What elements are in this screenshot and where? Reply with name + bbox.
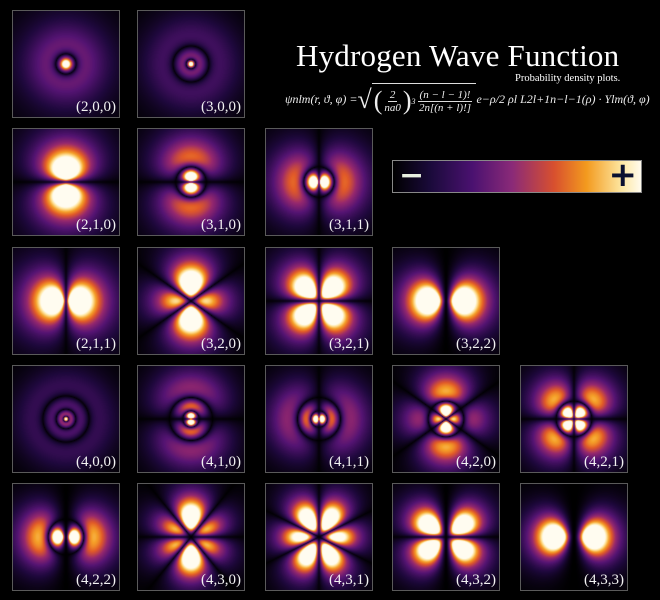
orbital-density-image bbox=[266, 366, 372, 472]
orbital-density-image bbox=[13, 484, 119, 590]
orbital-plot-2-1-0: (2,1,0) bbox=[12, 128, 120, 236]
orbital-plot-4-3-1: (4,3,1) bbox=[265, 483, 373, 591]
orbital-label: (4,3,1) bbox=[329, 572, 369, 588]
orbital-density-image bbox=[393, 248, 499, 354]
orbital-label: (3,2,2) bbox=[456, 336, 496, 352]
figure-subtitle: Probability density plots. bbox=[515, 73, 621, 84]
orbital-plot-4-2-0: (4,2,0) bbox=[392, 365, 500, 473]
orbital-label: (2,1,1) bbox=[76, 336, 116, 352]
orbital-label: (4,2,2) bbox=[76, 572, 116, 588]
frac1-numerator: 2 bbox=[387, 88, 398, 102]
frac2-denominator: 2n[(n + l)!] bbox=[418, 101, 472, 114]
orbital-label: (4,2,1) bbox=[584, 454, 624, 470]
paren-open: ( bbox=[373, 86, 383, 115]
orbital-density-image bbox=[521, 484, 627, 590]
orbital-plot-4-1-0: (4,1,0) bbox=[137, 365, 245, 473]
orbital-plot-3-2-1: (3,2,1) bbox=[265, 247, 373, 355]
orbital-density-image bbox=[13, 248, 119, 354]
orbital-density-image bbox=[266, 129, 372, 235]
orbital-density-image bbox=[138, 366, 244, 472]
orbital-label: (4,1,1) bbox=[329, 454, 369, 470]
orbital-label: (3,1,0) bbox=[201, 217, 241, 233]
orbital-label: (3,0,0) bbox=[201, 99, 241, 115]
formula-lhs: ψnlm(r, ϑ, φ) = bbox=[285, 92, 358, 106]
orbital-plot-3-1-1: (3,1,1) bbox=[265, 128, 373, 236]
colorbar: − + bbox=[392, 155, 642, 195]
colorbar-minus-label: − bbox=[399, 158, 425, 193]
frac1-denominator: na0 bbox=[384, 101, 401, 114]
orbital-plot-4-1-1: (4,1,1) bbox=[265, 365, 373, 473]
orbital-label: (4,3,0) bbox=[201, 572, 241, 588]
orbital-label: (4,2,0) bbox=[456, 454, 496, 470]
orbital-label: (4,3,3) bbox=[584, 572, 624, 588]
orbital-plot-4-3-3: (4,3,3) bbox=[520, 483, 628, 591]
orbital-density-image bbox=[266, 484, 372, 590]
paren-close: ) bbox=[402, 86, 412, 115]
power: 3 bbox=[411, 96, 416, 106]
sqrt-sign: √ bbox=[357, 84, 372, 114]
orbital-density-image bbox=[393, 484, 499, 590]
orbital-plot-4-3-2: (4,3,2) bbox=[392, 483, 500, 591]
orbital-density-image bbox=[13, 129, 119, 235]
orbital-density-image bbox=[138, 129, 244, 235]
orbital-label: (4,0,0) bbox=[76, 454, 116, 470]
orbital-density-image bbox=[138, 11, 244, 117]
fraction-2-over-na0: 2 na0 bbox=[384, 89, 401, 114]
orbital-plot-4-2-2: (4,2,2) bbox=[12, 483, 120, 591]
orbital-density-image bbox=[138, 248, 244, 354]
orbital-label: (2,1,0) bbox=[76, 217, 116, 233]
orbital-plot-3-2-2: (3,2,2) bbox=[392, 247, 500, 355]
orbital-density-image bbox=[521, 366, 627, 472]
orbital-label: (4,3,2) bbox=[456, 572, 496, 588]
orbital-plot-2-1-1: (2,1,1) bbox=[12, 247, 120, 355]
orbital-density-image bbox=[266, 248, 372, 354]
orbital-label: (2,0,0) bbox=[76, 99, 116, 115]
orbital-label: (3,1,1) bbox=[329, 217, 369, 233]
orbital-density-image bbox=[13, 366, 119, 472]
orbital-density-image bbox=[138, 484, 244, 590]
orbital-plot-3-0-0: (3,0,0) bbox=[137, 10, 245, 118]
orbital-label: (4,1,0) bbox=[201, 454, 241, 470]
orbital-plot-2-0-0: (2,0,0) bbox=[12, 10, 120, 118]
orbital-plot-3-1-0: (3,1,0) bbox=[137, 128, 245, 236]
sqrt-body: ( 2 na0 ) 3 (n − l − 1)! 2n[(n + l)!] bbox=[371, 83, 477, 116]
formula-rhs: e−ρ/2 ρl L2l+1n−l−1(ρ) · Ylm(ϑ, φ) bbox=[476, 92, 650, 106]
fraction-factorials: (n − l − 1)! 2n[(n + l)!] bbox=[417, 88, 473, 114]
colorbar-plus-label: + bbox=[608, 155, 638, 195]
orbital-plot-3-2-0: (3,2,0) bbox=[137, 247, 245, 355]
orbital-density-image bbox=[13, 11, 119, 117]
orbital-plot-4-0-0: (4,0,0) bbox=[12, 365, 120, 473]
orbital-label: (3,2,1) bbox=[329, 336, 369, 352]
orbital-density-image bbox=[393, 366, 499, 472]
orbital-label: (3,2,0) bbox=[201, 336, 241, 352]
orbital-plot-4-3-0: (4,3,0) bbox=[137, 483, 245, 591]
wave-function-formula: ψnlm(r, ϑ, φ) = √ ( 2 na0 ) 3 (n − l − 1)!… bbox=[285, 83, 650, 116]
frac2-numerator: (n − l − 1)! bbox=[417, 88, 473, 102]
figure-title: Hydrogen Wave Function bbox=[296, 38, 620, 73]
orbital-plot-4-2-1: (4,2,1) bbox=[520, 365, 628, 473]
